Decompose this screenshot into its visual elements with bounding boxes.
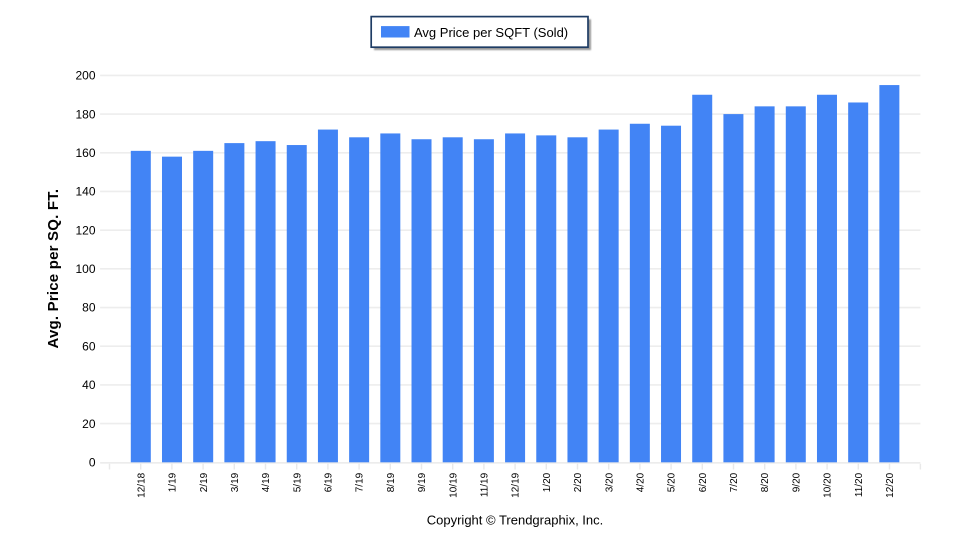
svg-text:12/19: 12/19 xyxy=(511,472,522,497)
svg-text:160: 160 xyxy=(75,146,95,160)
svg-text:180: 180 xyxy=(75,107,95,121)
svg-text:4/19: 4/19 xyxy=(261,472,272,492)
svg-text:80: 80 xyxy=(82,301,96,315)
svg-text:5/20: 5/20 xyxy=(667,472,678,492)
svg-text:8/20: 8/20 xyxy=(760,472,771,492)
svg-text:11/20: 11/20 xyxy=(854,472,865,497)
svg-text:9/19: 9/19 xyxy=(417,472,428,492)
svg-text:3/19: 3/19 xyxy=(230,472,241,492)
svg-text:8/19: 8/19 xyxy=(386,472,397,492)
svg-text:Avg. Price per SQ. FT.: Avg. Price per SQ. FT. xyxy=(45,189,62,349)
svg-text:1/19: 1/19 xyxy=(168,472,179,492)
svg-text:2/19: 2/19 xyxy=(199,472,210,492)
svg-text:12/18: 12/18 xyxy=(136,472,147,497)
svg-text:10/19: 10/19 xyxy=(448,472,459,497)
svg-text:100: 100 xyxy=(75,262,95,276)
svg-text:Copyright © Trendgraphix, Inc.: Copyright © Trendgraphix, Inc. xyxy=(427,513,604,528)
svg-text:140: 140 xyxy=(75,185,95,199)
svg-text:5/19: 5/19 xyxy=(292,472,303,492)
svg-text:2/20: 2/20 xyxy=(573,472,584,492)
svg-text:1/20: 1/20 xyxy=(542,472,553,492)
svg-text:7/20: 7/20 xyxy=(729,472,740,492)
svg-text:0: 0 xyxy=(89,456,96,470)
svg-text:3/20: 3/20 xyxy=(604,472,615,492)
svg-text:Avg Price per SQFT (Sold): Avg Price per SQFT (Sold) xyxy=(414,25,568,40)
svg-text:60: 60 xyxy=(82,339,96,353)
svg-text:120: 120 xyxy=(75,223,95,237)
svg-text:11/19: 11/19 xyxy=(479,472,490,497)
svg-text:7/19: 7/19 xyxy=(355,472,366,492)
svg-text:4/20: 4/20 xyxy=(635,472,646,492)
svg-text:9/20: 9/20 xyxy=(791,472,802,492)
svg-text:12/20: 12/20 xyxy=(885,472,896,497)
svg-text:10/20: 10/20 xyxy=(823,472,834,497)
svg-text:40: 40 xyxy=(82,378,96,392)
svg-text:6/20: 6/20 xyxy=(698,472,709,492)
svg-text:200: 200 xyxy=(75,69,95,83)
svg-text:20: 20 xyxy=(82,417,96,431)
svg-text:6/19: 6/19 xyxy=(324,472,335,492)
